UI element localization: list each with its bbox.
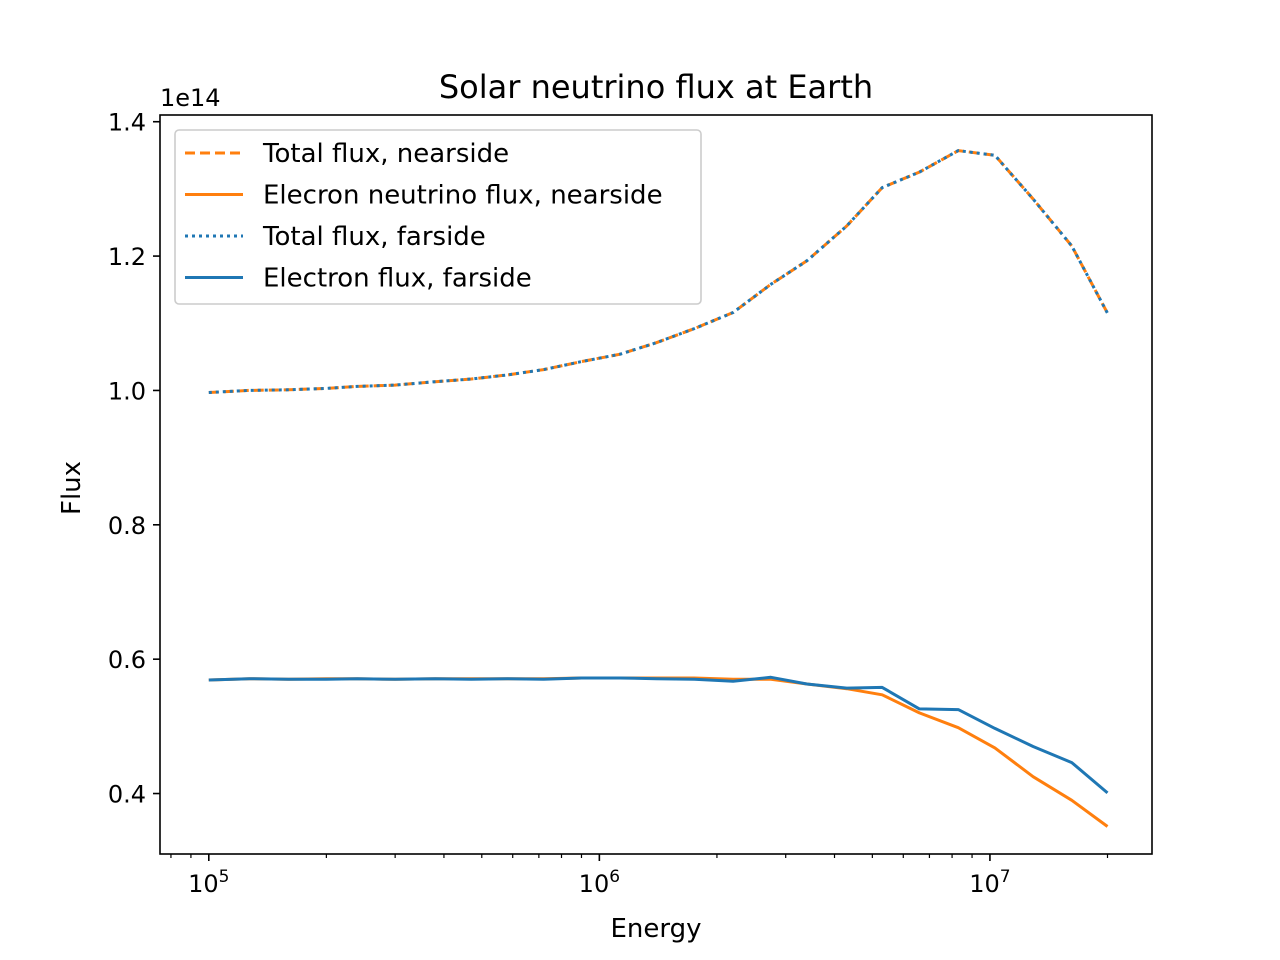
y-tick-label-0: 0.4 [108, 781, 146, 809]
y-axis: 0.4 0.6 0.8 1.0 1.2 1.4 [108, 109, 160, 809]
x-tick-label-0: 105 [188, 867, 229, 898]
legend-label-0: Total flux, nearside [262, 139, 509, 169]
y-offset-label: 1e14 [160, 84, 221, 112]
legend-label-3: Electron flux, farside [263, 264, 532, 294]
y-axis-label: Flux [57, 461, 87, 515]
series-line-3 [208, 675, 1109, 795]
x-axis-label: Energy [610, 914, 701, 944]
legend-label-2: Total flux, farside [262, 222, 486, 252]
y-tick-label-1: 0.6 [108, 646, 146, 674]
plot-frame [159, 114, 1153, 855]
x-axis: 105 106 107 [170, 854, 1109, 898]
legend-box [174, 129, 702, 305]
y-tick-label-3: 1.0 [108, 377, 146, 405]
y-tick-label-2: 0.8 [108, 512, 146, 540]
chart-title: Solar neutrino flux at Earth [439, 68, 873, 106]
legend: Total flux, nearside Elecron neutrino flu… [174, 129, 702, 305]
x-tick-label-1: 106 [579, 867, 620, 898]
y-tick-label-4: 1.2 [108, 243, 146, 271]
series-line-2 [208, 149, 1109, 394]
legend-label-1: Elecron neutrino flux, nearside [263, 181, 663, 211]
plot-area [208, 149, 1109, 828]
y-tick-label-5: 1.4 [108, 109, 146, 137]
x-tick-label-2: 107 [969, 867, 1010, 898]
